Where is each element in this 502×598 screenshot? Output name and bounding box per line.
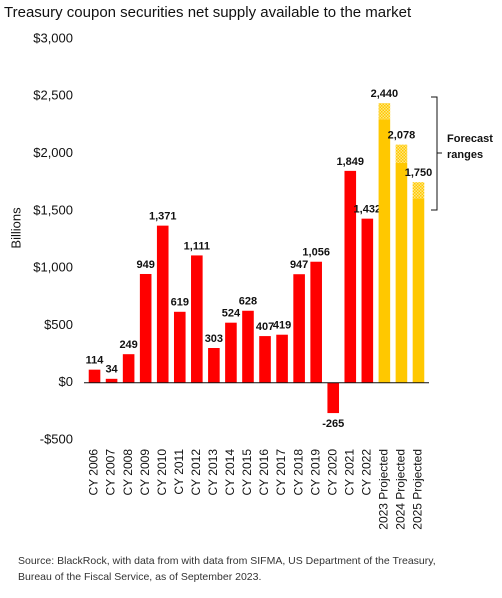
x-tick-label: CY 2016 [257,449,271,496]
value-label: 1,432 [354,204,382,216]
bar [344,170,357,383]
value-label: 628 [239,296,257,308]
y-tick-label: $500 [44,317,73,332]
x-tick-label: CY 2011 [172,449,186,495]
value-label: 1,056 [302,247,330,259]
bar [225,322,237,383]
x-tick-label: CY 2015 [240,449,254,496]
value-label: 1,111 [184,240,210,252]
bar [122,354,135,383]
value-label: 947 [290,259,308,271]
bar [310,261,322,383]
value-label: 524 [222,308,241,320]
annotation: ranges [447,149,483,161]
bar [191,255,203,383]
value-label: 114 [86,355,105,367]
y-axis-label: Billions [8,207,23,249]
bar [378,119,391,383]
x-tick-label: 2025 Projected [411,449,425,530]
x-tick-label: CY 2018 [291,449,305,496]
bar [293,274,305,383]
bar [242,310,254,383]
value-label: 1,849 [337,156,365,168]
chart-title: Treasury coupon securities net supply av… [4,4,412,21]
value-label: 949 [136,259,154,271]
value-label: 249 [119,339,137,351]
value-label: 407 [256,321,274,333]
y-tick-label: $0 [59,374,73,389]
x-tick-label: CY 2017 [274,449,288,496]
value-label: 303 [205,333,223,345]
y-tick-label: $1,000 [33,260,73,275]
x-tick-label: CY 2022 [359,449,373,496]
x-tick-label: CY 2012 [189,449,203,496]
bar [395,162,408,383]
source: Source: BlackRock, with data from with d… [18,555,436,567]
forecast-bracket [431,96,442,211]
x-tick-label: CY 2014 [223,449,237,496]
x-tick-label: CY 2021 [342,449,356,496]
bar [88,369,101,383]
bar [361,218,374,383]
y-tick-label: $2,500 [33,88,73,103]
bar [139,273,152,383]
bar [105,378,118,383]
value-label: 419 [273,320,291,332]
bar [327,382,340,414]
value-label: -265 [322,418,344,430]
bar [276,334,288,383]
annotation: Forecast [447,133,493,145]
forecast-range [395,144,408,163]
x-tick-label: CY 2008 [121,449,135,496]
value-label: 1,750 [405,167,433,179]
value-label: 619 [171,297,189,309]
y-tick-label: -$500 [40,431,73,446]
bar [259,336,271,383]
x-tick-label: CY 2006 [87,449,101,496]
value-label: 34 [105,364,118,376]
x-tick-label: CY 2020 [325,449,339,496]
x-tick-label: CY 2010 [155,449,169,496]
bar [208,347,220,383]
forecast-range [378,103,391,120]
value-label: 2,078 [388,130,416,142]
y-tick-label: $3,000 [33,30,73,45]
bar [412,198,425,383]
x-tick-label: CY 2013 [206,449,220,496]
bar [173,311,186,383]
value-label: 1,371 [149,211,177,223]
x-tick-label: CY 2009 [138,449,152,496]
forecast-range [412,182,425,199]
x-tick-label: CY 2019 [308,449,322,496]
x-tick-label: 2024 Projected [394,449,408,530]
x-tick-label: CY 2007 [104,449,118,496]
bar [156,225,169,383]
source: Bureau of the Fiscal Service, as of Sept… [18,571,261,583]
y-tick-label: $2,000 [33,145,73,160]
y-tick-label: $1,500 [33,202,73,217]
x-tick-label: 2023 Projected [377,449,391,530]
value-label: 2,440 [371,88,399,100]
